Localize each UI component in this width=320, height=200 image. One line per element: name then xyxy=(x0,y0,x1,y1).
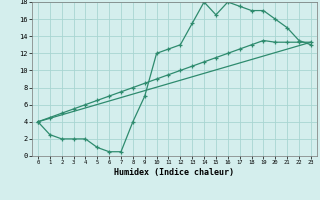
X-axis label: Humidex (Indice chaleur): Humidex (Indice chaleur) xyxy=(115,168,234,177)
